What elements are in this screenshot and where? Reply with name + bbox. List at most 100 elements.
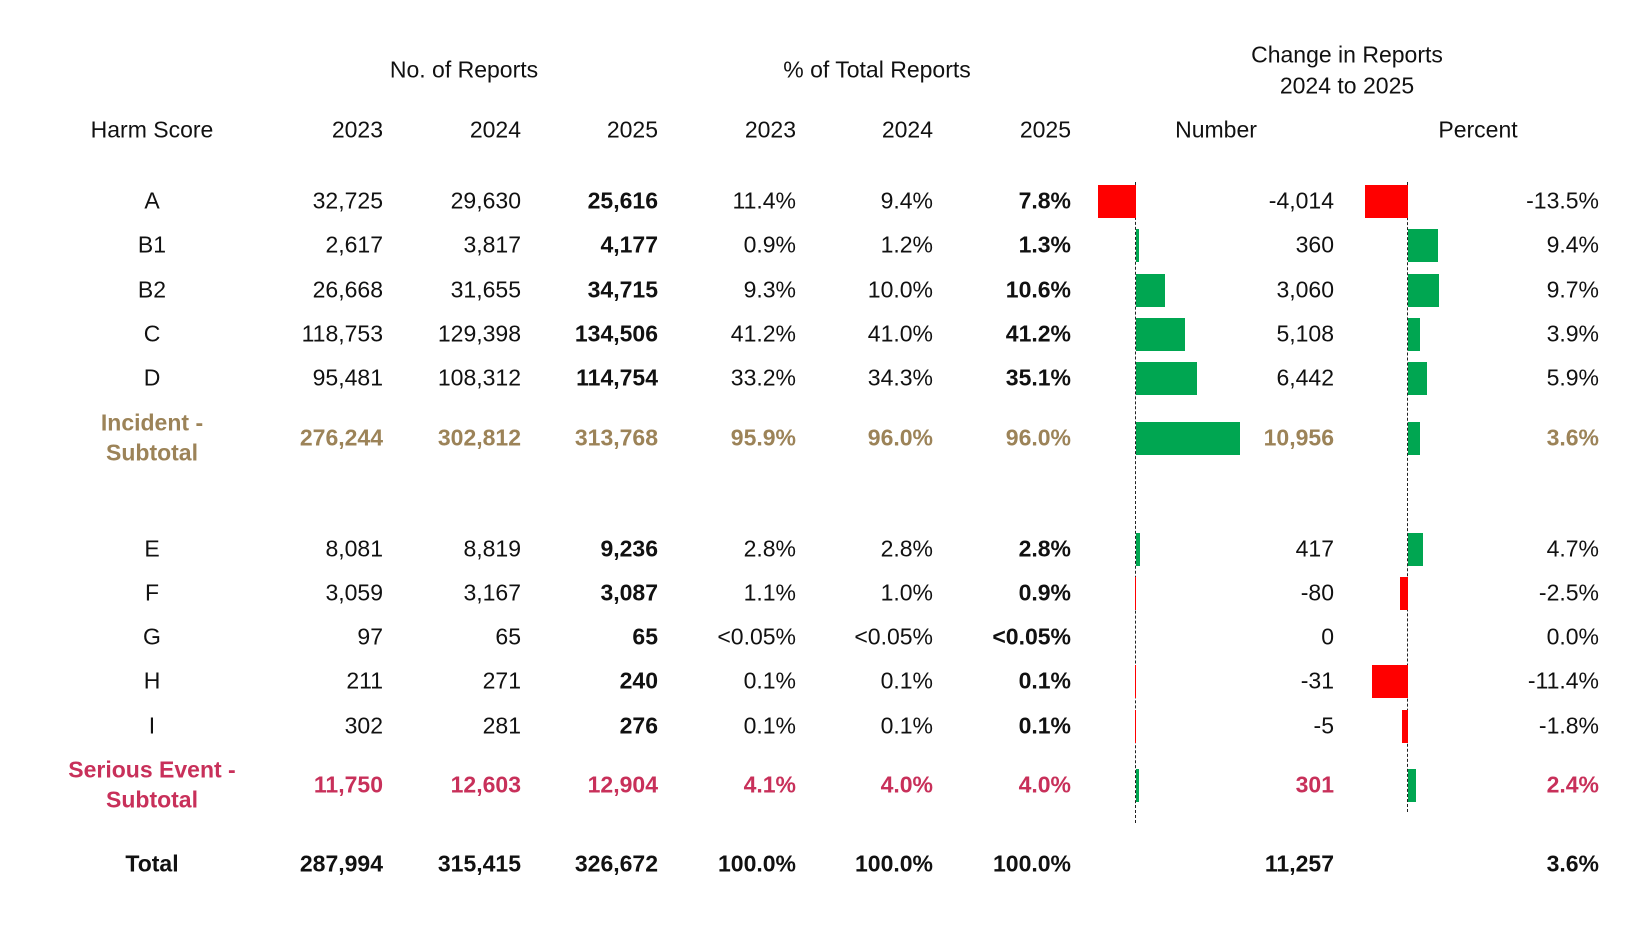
change-percent-cell: 5.9% bbox=[1546, 364, 1599, 391]
reports-cell: 34,715 bbox=[587, 276, 658, 303]
reports-cell: 11,750 bbox=[313, 771, 383, 798]
header-percent: Percent bbox=[1438, 116, 1518, 143]
pct-cell: 7.8% bbox=[1018, 187, 1071, 214]
change-number-bar bbox=[1136, 422, 1241, 455]
header-harm-score: Harm Score bbox=[90, 116, 214, 143]
change-percent-bar bbox=[1400, 577, 1408, 610]
header-pct-of-total: % of Total Reports bbox=[783, 56, 971, 83]
pct-cell: 0.1% bbox=[880, 712, 933, 739]
change-number-cell: 360 bbox=[1295, 231, 1334, 258]
reports-cell: 8,819 bbox=[463, 535, 521, 562]
reports-cell: 326,672 bbox=[574, 850, 658, 877]
row-label: Incident - bbox=[100, 409, 204, 436]
row-label: C bbox=[143, 320, 161, 347]
change-percent-cell: 4.7% bbox=[1546, 535, 1599, 562]
reports-cell: 26,668 bbox=[312, 276, 383, 303]
row-label: E bbox=[144, 535, 160, 562]
change-number-bar bbox=[1136, 318, 1185, 351]
pct-cell: 0.1% bbox=[743, 712, 796, 739]
change-number-cell: 10,956 bbox=[1263, 424, 1334, 451]
pct-cell: 0.1% bbox=[1018, 667, 1071, 694]
change-percent-bar bbox=[1408, 229, 1439, 262]
change-number-cell: -5 bbox=[1313, 712, 1334, 739]
pct-cell: 11.4% bbox=[732, 187, 796, 214]
header-no-of-reports: No. of Reports bbox=[389, 56, 539, 83]
reports-cell: 8,081 bbox=[325, 535, 383, 562]
change-percent-cell: 3.6% bbox=[1546, 850, 1599, 877]
header-pct-2023: 2023 bbox=[744, 116, 796, 143]
reports-cell: 3,087 bbox=[600, 579, 658, 606]
header-reports-2023: 2023 bbox=[331, 116, 383, 143]
change-number-cell: 417 bbox=[1295, 535, 1334, 562]
change-number-bar bbox=[1136, 229, 1140, 262]
row-label: D bbox=[143, 364, 161, 391]
change-percent-bar bbox=[1408, 422, 1420, 455]
change-number-cell: 3,060 bbox=[1276, 276, 1334, 303]
change-percent-cell: 9.7% bbox=[1546, 276, 1599, 303]
change-number-cell: 0 bbox=[1321, 623, 1334, 650]
pct-cell: 35.1% bbox=[1005, 364, 1071, 391]
pct-cell: 1.3% bbox=[1018, 231, 1071, 258]
change-number-bar bbox=[1135, 710, 1136, 743]
pct-cell: 9.4% bbox=[880, 187, 933, 214]
row-label-line2: Subtotal bbox=[106, 439, 198, 466]
row-label: B2 bbox=[137, 276, 167, 303]
header-number: Number bbox=[1175, 116, 1257, 143]
reports-cell: 12,603 bbox=[450, 771, 521, 798]
change-percent-bar bbox=[1408, 318, 1421, 351]
reports-cell: 31,655 bbox=[450, 276, 521, 303]
pct-cell: 2.8% bbox=[1018, 535, 1071, 562]
header-reports-2025: 2025 bbox=[606, 116, 658, 143]
change-number-cell: 301 bbox=[1295, 771, 1334, 798]
pct-cell: 1.2% bbox=[880, 231, 933, 258]
pct-cell: 0.1% bbox=[743, 667, 796, 694]
reports-cell: 97 bbox=[357, 623, 383, 650]
reports-cell: 287,994 bbox=[299, 850, 383, 877]
change-number-cell: -80 bbox=[1300, 579, 1334, 606]
reports-cell: 95,481 bbox=[312, 364, 383, 391]
pct-cell: 33.2% bbox=[730, 364, 796, 391]
change-number-cell: 6,442 bbox=[1276, 364, 1334, 391]
pct-cell: 95.9% bbox=[730, 424, 796, 451]
pct-cell: 41.2% bbox=[1005, 320, 1071, 347]
pct-cell: 96.0% bbox=[867, 424, 933, 451]
change-percent-cell: 2.4% bbox=[1546, 771, 1599, 798]
change-percent-cell: 0.0% bbox=[1546, 623, 1599, 650]
pct-cell: 100.0% bbox=[854, 850, 933, 877]
pct-cell: 1.1% bbox=[743, 579, 796, 606]
change-number-cell: 5,108 bbox=[1276, 320, 1334, 347]
change-number-cell: 11,257 bbox=[1264, 850, 1334, 877]
pct-cell: 0.9% bbox=[1018, 579, 1071, 606]
change-number-bar bbox=[1136, 769, 1139, 802]
change-percent-bar bbox=[1402, 710, 1408, 743]
header-change-line2: 2024 to 2025 bbox=[1279, 72, 1415, 99]
change-percent-bar bbox=[1408, 274, 1440, 307]
reports-cell: 302,812 bbox=[437, 424, 521, 451]
reports-cell: 9,236 bbox=[600, 535, 658, 562]
reports-cell: 3,167 bbox=[463, 579, 521, 606]
change-percent-cell: -11.4% bbox=[1527, 667, 1599, 694]
reports-cell: 302 bbox=[344, 712, 383, 739]
pct-cell: <0.05% bbox=[717, 623, 796, 650]
percent-zero-axis bbox=[1407, 182, 1408, 812]
pct-cell: 96.0% bbox=[1005, 424, 1071, 451]
reports-cell: 315,415 bbox=[437, 850, 521, 877]
row-label: F bbox=[144, 579, 160, 606]
change-percent-cell: -2.5% bbox=[1538, 579, 1599, 606]
pct-cell: 2.8% bbox=[880, 535, 933, 562]
reports-cell: 3,059 bbox=[325, 579, 383, 606]
change-percent-bar bbox=[1371, 665, 1408, 698]
pct-cell: 0.9% bbox=[743, 231, 796, 258]
reports-cell: 108,312 bbox=[437, 364, 521, 391]
reports-cell: 3,817 bbox=[463, 231, 521, 258]
change-number-bar bbox=[1136, 362, 1198, 395]
header-reports-2024: 2024 bbox=[469, 116, 521, 143]
row-label: Total bbox=[125, 850, 179, 877]
pct-cell: 10.6% bbox=[1005, 276, 1071, 303]
change-percent-bar bbox=[1408, 533, 1424, 566]
pct-cell: 100.0% bbox=[717, 850, 796, 877]
row-label: I bbox=[148, 712, 156, 739]
reports-cell: 129,398 bbox=[437, 320, 521, 347]
pct-cell: 41.0% bbox=[867, 320, 933, 347]
pct-cell: 4.0% bbox=[880, 771, 933, 798]
